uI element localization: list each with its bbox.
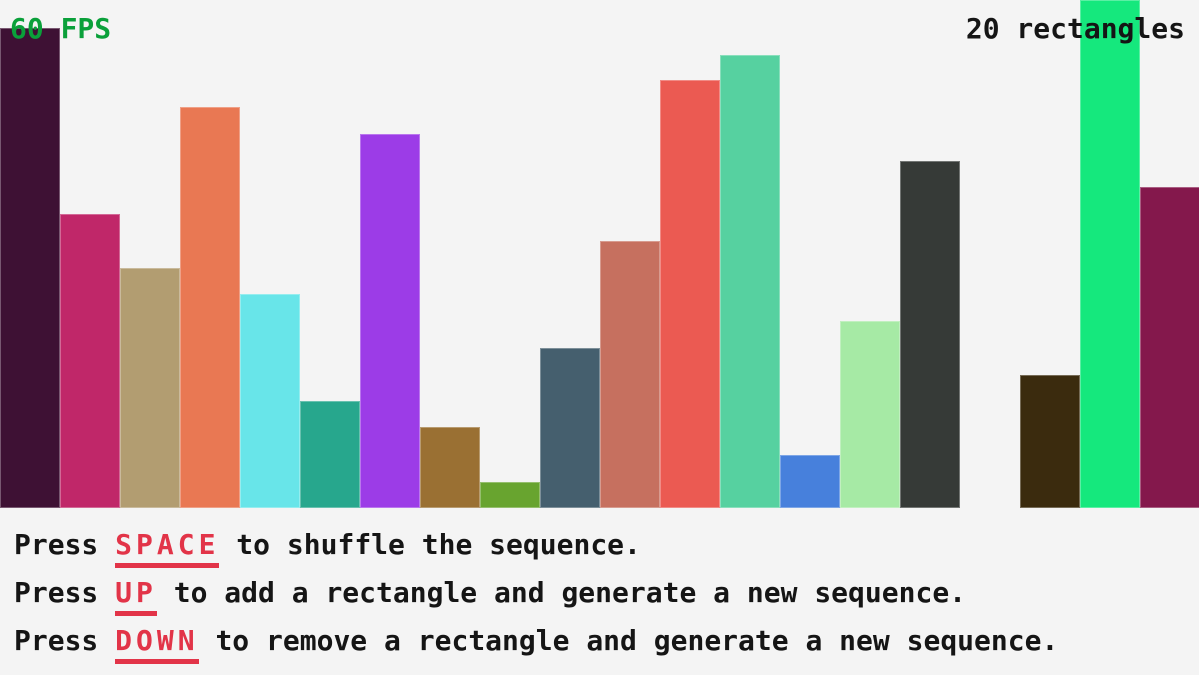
instruction-suffix: to remove a rectangle and generate a new… — [198, 623, 1059, 657]
instruction-prefix: Press — [14, 527, 116, 561]
bar-3 — [180, 107, 240, 508]
key-down-label: DOWN — [115, 624, 199, 664]
bar-2 — [120, 268, 180, 508]
bar-11 — [660, 80, 720, 508]
bar-1 — [60, 214, 120, 508]
instruction-suffix: to shuffle the sequence. — [219, 527, 641, 561]
instruction-prefix: Press — [14, 623, 116, 657]
bar-19 — [1140, 187, 1199, 508]
instruction-line-add: Press UP to add a rectangle and generate… — [14, 568, 1058, 616]
bar-4 — [240, 294, 300, 508]
bar-7 — [420, 427, 480, 508]
bar-13 — [780, 455, 840, 508]
bar-6 — [360, 134, 420, 508]
bar-8 — [480, 482, 540, 508]
bar-10 — [600, 241, 660, 508]
bar-5 — [300, 401, 360, 508]
instruction-prefix: Press — [14, 575, 116, 609]
instruction-suffix: to add a rectangle and generate a new se… — [156, 575, 967, 609]
bar-15 — [900, 161, 960, 508]
bar-12 — [720, 55, 780, 508]
key-space-label: SPACE — [115, 528, 220, 568]
bar-18 — [1080, 0, 1140, 508]
bar-14 — [840, 321, 900, 508]
rectangle-count: 20 rectangles — [965, 12, 1185, 45]
bar-17 — [1020, 375, 1080, 508]
instruction-line-remove: Press DOWN to remove a rectangle and gen… — [14, 616, 1058, 664]
key-up-label: UP — [115, 576, 157, 616]
bar-0 — [0, 28, 60, 508]
fps-counter: 60 FPS — [10, 12, 112, 45]
instructions-panel: Press SPACE to shuffle the sequence. Pre… — [14, 520, 1058, 664]
instruction-line-shuffle: Press SPACE to shuffle the sequence. — [14, 520, 1058, 568]
bar-9 — [540, 348, 600, 508]
